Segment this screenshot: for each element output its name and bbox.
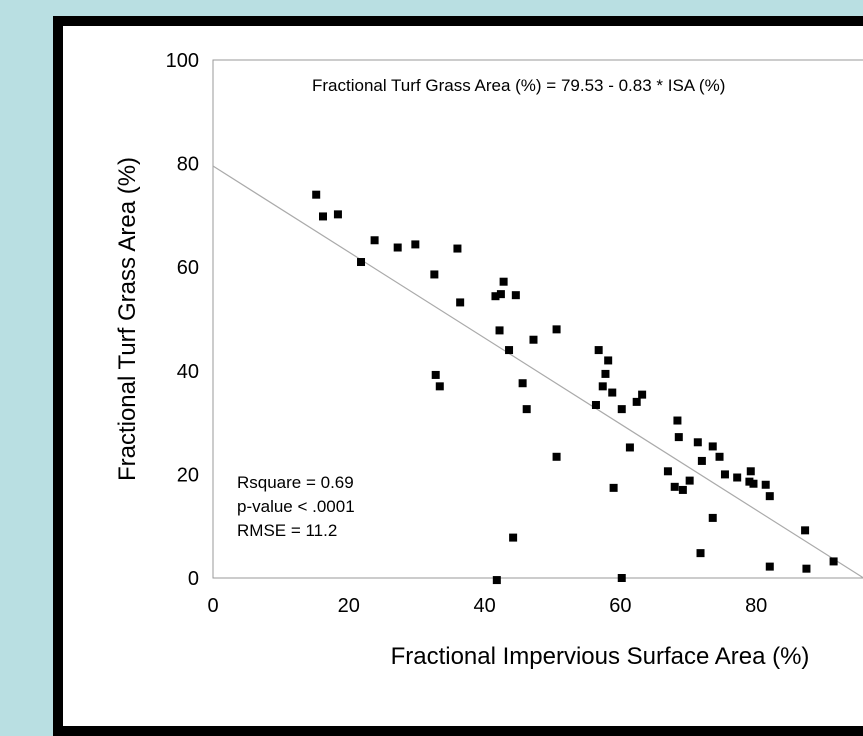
plot-border — [212, 59, 863, 579]
data-point — [456, 298, 465, 307]
data-point — [708, 442, 717, 451]
data-point — [670, 482, 679, 491]
x-tick-label: 60 — [609, 595, 631, 617]
data-point — [625, 443, 634, 452]
data-point — [357, 258, 366, 267]
data-point — [632, 397, 641, 406]
data-point — [370, 236, 379, 245]
regression-equation: Fractional Turf Grass Area (%) = 79.53 -… — [312, 76, 725, 95]
data-point — [715, 452, 724, 461]
data-point — [601, 369, 610, 378]
x-tick-label: 0 — [207, 595, 218, 617]
data-point — [411, 240, 420, 249]
x-axis-title: Fractional Impervious Surface Area (%) — [391, 643, 810, 670]
data-point — [393, 243, 402, 252]
x-tick-label: 40 — [473, 595, 495, 617]
data-point — [552, 452, 561, 461]
y-axis-ticks: 0 20 40 60 80 100 — [166, 50, 199, 590]
data-point — [529, 335, 538, 344]
data-point — [829, 557, 838, 566]
x-tick-label: 20 — [338, 595, 360, 617]
data-point — [495, 326, 504, 335]
scatter-chart: 0 20 40 60 80 100 0 20 40 60 80 100 Fractional Tur… — [114, 50, 863, 670]
rmse-label: RMSE = 11.2 — [237, 521, 337, 540]
data-point — [430, 270, 439, 279]
data-point — [505, 346, 514, 355]
data-point — [663, 467, 672, 476]
data-point — [674, 433, 683, 442]
y-tick-label: 80 — [177, 154, 199, 176]
rsquare-label: Rsquare = 0.69 — [237, 473, 354, 492]
y-tick-label: 20 — [177, 464, 199, 486]
pvalue-label: p-value < .0001 — [237, 497, 355, 516]
data-point — [697, 456, 706, 465]
y-tick-label: 60 — [177, 257, 199, 279]
data-point — [801, 526, 810, 535]
data-point — [499, 277, 508, 286]
data-point — [765, 492, 774, 501]
data-point — [491, 292, 500, 301]
data-point — [708, 513, 717, 522]
data-point — [453, 244, 462, 253]
data-point — [678, 485, 687, 494]
data-point — [598, 382, 607, 391]
data-point — [435, 382, 444, 391]
data-point — [522, 405, 531, 414]
data-point — [594, 346, 603, 355]
y-tick-label: 0 — [188, 568, 199, 590]
data-point — [312, 190, 321, 199]
data-point — [638, 390, 647, 399]
data-point — [617, 574, 626, 582]
x-tick-label: 80 — [745, 595, 767, 617]
data-point — [591, 400, 600, 409]
data-point — [720, 470, 729, 479]
data-point — [492, 576, 501, 585]
data-point — [333, 210, 342, 219]
data-point — [765, 562, 774, 571]
data-point — [761, 480, 770, 489]
y-tick-label: 40 — [177, 361, 199, 383]
data-point — [745, 477, 754, 486]
regression-line — [212, 165, 863, 579]
data-point — [318, 212, 327, 221]
chart-frame: 0 20 40 60 80 100 0 20 40 60 80 100 Fractional Tur… — [53, 16, 863, 736]
data-point — [496, 290, 505, 299]
data-point — [511, 291, 520, 300]
y-axis-title: Fractional Turf Grass Area (%) — [114, 157, 141, 481]
data-point — [696, 549, 705, 558]
data-point — [608, 388, 617, 397]
data-point — [693, 438, 702, 447]
data-point — [746, 467, 755, 476]
data-point — [609, 483, 618, 492]
data-points — [312, 190, 838, 585]
data-point — [673, 416, 682, 425]
data-point — [552, 325, 561, 334]
data-point — [604, 356, 613, 365]
data-point — [431, 370, 440, 379]
plot-area — [212, 59, 863, 585]
data-point — [509, 533, 518, 542]
data-point — [749, 479, 758, 488]
data-point — [733, 473, 742, 482]
data-point — [802, 564, 811, 573]
y-tick-label: 100 — [166, 50, 199, 72]
data-point — [685, 476, 694, 485]
data-point — [518, 379, 527, 388]
data-point — [617, 405, 626, 414]
